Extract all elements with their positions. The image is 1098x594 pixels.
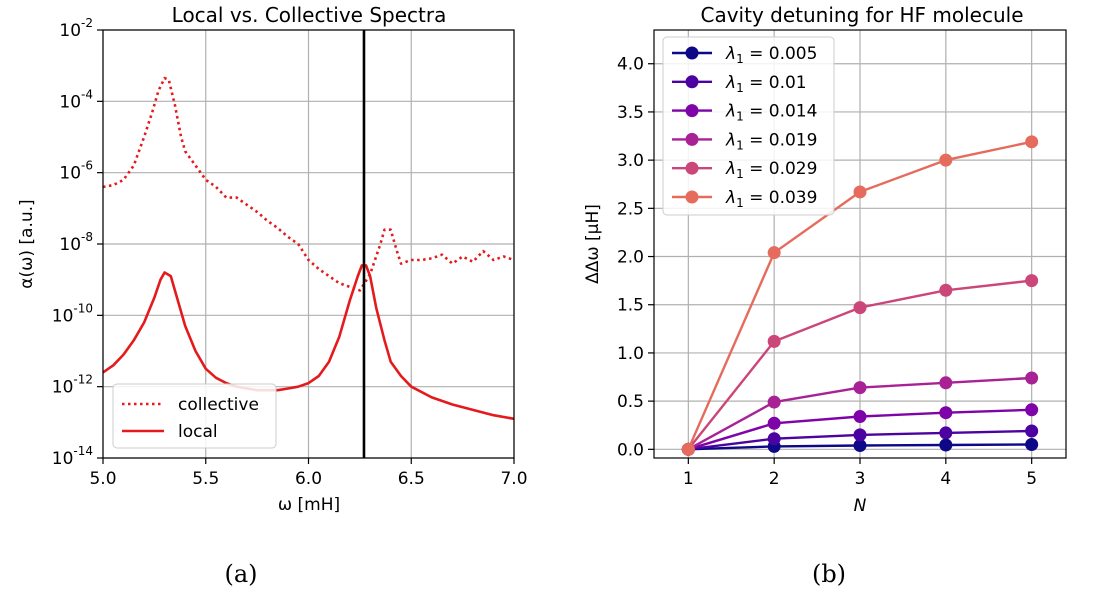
spectra-chart-y-tick-label: 10-14 <box>52 444 93 469</box>
detuning-chart-y-label: ΔΔω [μH] <box>583 204 603 284</box>
detuning-chart-point <box>853 301 867 315</box>
spectra-chart-legend-label-collective: collective <box>178 395 259 415</box>
detuning-chart-legend-label-6: λ1 = 0.039 <box>725 188 817 210</box>
spectra-chart-y-tick-label: 10-2 <box>59 16 93 41</box>
spectra-chart-x-tick-label: 6.5 <box>398 469 425 489</box>
spectra-chart-x-tick-label: 6.0 <box>295 469 322 489</box>
detuning-chart-legend-marker-4 <box>685 132 699 146</box>
spectra-chart-y-tick-label: 10-4 <box>59 87 93 112</box>
detuning-chart-y-tick-label: 0.5 <box>617 392 644 412</box>
detuning-chart-x-tick-label: 2 <box>769 469 780 489</box>
spectra-chart-x-ticks: 5.0 5.5 6.0 6.5 7.0 <box>89 458 528 489</box>
detuning-chart-legend-label-5: λ1 = 0.029 <box>725 159 817 181</box>
detuning-chart-y-ticks: 0.0 0.5 1.0 1.5 2.0 2.5 3.0 3.5 4.0 <box>617 55 654 460</box>
spectra-chart-legend: collective local <box>112 383 277 449</box>
spectra-chart-title: Local vs. Collective Spectra <box>172 3 447 27</box>
detuning-chart-legend-label-2: λ1 = 0.01 <box>725 73 807 95</box>
spectra-chart-series-collective <box>102 76 515 292</box>
detuning-chart-y-tick-label: 0.0 <box>617 440 644 460</box>
detuning-chart-point <box>939 406 953 420</box>
spectra-chart: Local vs. Collective Spectra 5.0 5.5 6.0 6.… <box>17 3 528 588</box>
detuning-chart-point <box>853 438 867 452</box>
detuning-chart-point <box>767 432 781 446</box>
detuning-chart-y-tick-label: 1.5 <box>617 296 644 316</box>
detuning-chart-y-tick-label: 1.0 <box>617 344 644 364</box>
detuning-chart-y-tick-label: 4.0 <box>617 55 644 75</box>
spectra-chart-y-tick-label: 10-8 <box>59 230 93 255</box>
detuning-chart-x-tick-label: 3 <box>855 469 866 489</box>
detuning-chart-legend-label-1: λ1 = 0.005 <box>725 44 817 66</box>
detuning-chart-point <box>853 185 867 199</box>
detuning-chart-point <box>939 438 953 452</box>
detuning-chart-point <box>939 376 953 390</box>
detuning-chart-point <box>1025 135 1039 149</box>
spectra-chart-x-tick-label: 7.0 <box>500 469 527 489</box>
detuning-chart-point <box>853 410 867 424</box>
detuning-chart-x-ticks: 1 2 3 4 5 <box>683 458 1037 489</box>
detuning-chart-point <box>939 153 953 167</box>
detuning-chart-series <box>681 135 1039 456</box>
spectra-chart-series-local <box>102 264 515 421</box>
detuning-chart-point <box>767 416 781 430</box>
caption-b: (b) <box>812 560 846 588</box>
detuning-chart-x-tick-label: 1 <box>683 469 694 489</box>
detuning-chart-point <box>939 426 953 440</box>
detuning-chart-x-tick-label: 4 <box>940 469 951 489</box>
spectra-chart-x-tick-label: 5.5 <box>192 469 219 489</box>
detuning-chart: Cavity detuning for HF molecule 1 2 3 4 5 0.… <box>583 3 1067 588</box>
detuning-chart-y-tick-label: 3.5 <box>617 103 644 123</box>
detuning-chart-point <box>853 428 867 442</box>
detuning-chart-point <box>767 334 781 348</box>
detuning-chart-point <box>1025 371 1039 385</box>
spectra-chart-series <box>102 76 515 421</box>
detuning-chart-legend-marker-1 <box>685 46 699 60</box>
detuning-chart-legend-label-3: λ1 = 0.014 <box>725 102 817 124</box>
detuning-chart-point <box>1025 438 1039 452</box>
detuning-chart-x-label: N <box>854 496 867 516</box>
detuning-chart-point <box>1025 424 1039 438</box>
detuning-chart-title: Cavity detuning for HF molecule <box>701 3 1024 27</box>
spectra-chart-legend-label-local: local <box>178 422 218 442</box>
spectra-chart-y-label: α(ω) [a.u.] <box>17 199 37 288</box>
spectra-chart-y-ticks: 10-14 10-12 10-10 10-8 10-6 10-4 10-2 <box>52 16 103 469</box>
detuning-chart-legend: λ1 = 0.005 λ1 = 0.01 λ1 = 0.014 λ1 = 0.019 λ… <box>662 36 835 216</box>
detuning-chart-point <box>767 246 781 260</box>
detuning-chart-x-tick-label: 5 <box>1026 469 1037 489</box>
detuning-chart-y-tick-label: 2.5 <box>617 199 644 219</box>
detuning-chart-point <box>939 283 953 297</box>
caption-a: (a) <box>224 560 257 588</box>
detuning-chart-y-tick-label: 3.0 <box>617 151 644 171</box>
spectra-chart-x-tick-label: 5.0 <box>89 469 116 489</box>
spectra-chart-x-label: ω [mH] <box>278 495 340 515</box>
detuning-chart-legend-label-4: λ1 = 0.019 <box>725 130 817 152</box>
detuning-chart-point <box>1025 274 1039 288</box>
spectra-chart-y-tick-label: 10-10 <box>52 301 93 326</box>
detuning-chart-grid <box>654 30 1066 458</box>
detuning-chart-point <box>767 395 781 409</box>
detuning-chart-legend-marker-5 <box>685 161 699 175</box>
detuning-chart-point <box>1025 403 1039 417</box>
detuning-chart-legend-marker-2 <box>685 75 699 89</box>
detuning-chart-legend-marker-6 <box>685 190 699 204</box>
detuning-chart-point <box>681 442 695 456</box>
spectra-chart-y-tick-label: 10-12 <box>52 373 93 398</box>
detuning-chart-point <box>853 381 867 395</box>
spectra-chart-y-tick-label: 10-6 <box>59 159 93 184</box>
detuning-chart-y-tick-label: 2.0 <box>617 248 644 268</box>
detuning-chart-legend-marker-3 <box>685 104 699 118</box>
